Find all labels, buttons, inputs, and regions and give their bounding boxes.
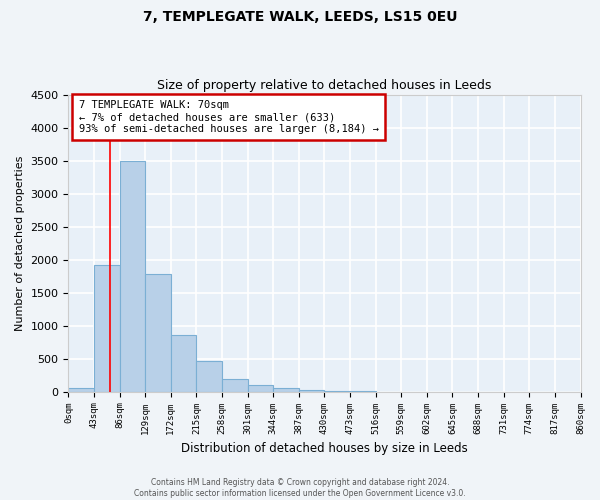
Bar <box>119 161 145 392</box>
Title: Size of property relative to detached houses in Leeds: Size of property relative to detached ho… <box>157 79 491 92</box>
Bar <box>171 335 196 392</box>
Bar <box>94 265 119 392</box>
Bar <box>299 390 325 392</box>
Bar <box>145 274 171 392</box>
Text: 7 TEMPLEGATE WALK: 70sqm
← 7% of detached houses are smaller (633)
93% of semi-d: 7 TEMPLEGATE WALK: 70sqm ← 7% of detache… <box>79 100 379 134</box>
Y-axis label: Number of detached properties: Number of detached properties <box>15 156 25 331</box>
Bar <box>248 385 273 392</box>
Bar <box>68 388 94 392</box>
X-axis label: Distribution of detached houses by size in Leeds: Distribution of detached houses by size … <box>181 442 468 455</box>
Bar <box>196 362 222 392</box>
Text: 7, TEMPLEGATE WALK, LEEDS, LS15 0EU: 7, TEMPLEGATE WALK, LEEDS, LS15 0EU <box>143 10 457 24</box>
Bar <box>325 391 350 392</box>
Bar <box>273 388 299 392</box>
Text: Contains HM Land Registry data © Crown copyright and database right 2024.
Contai: Contains HM Land Registry data © Crown c… <box>134 478 466 498</box>
Bar <box>222 380 248 392</box>
